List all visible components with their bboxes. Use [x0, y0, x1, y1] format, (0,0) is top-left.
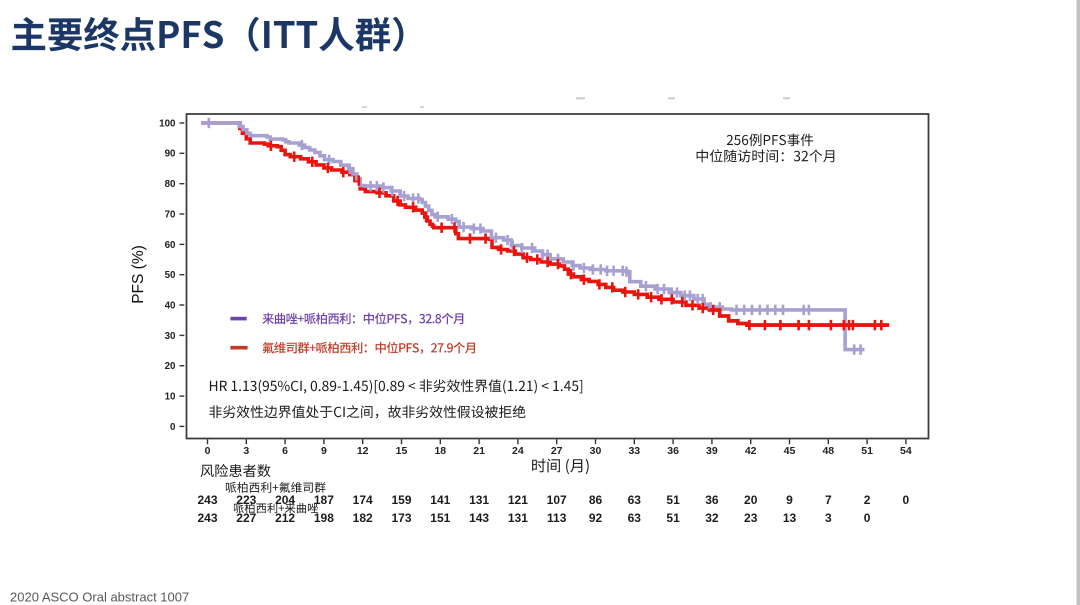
svg-text:70: 70 [165, 209, 176, 220]
svg-text:100: 100 [159, 118, 176, 129]
svg-text:3: 3 [243, 445, 249, 457]
svg-text:18: 18 [434, 445, 446, 457]
svg-text:10: 10 [165, 392, 176, 403]
svg-text:3: 3 [825, 511, 832, 525]
svg-text:30: 30 [590, 445, 602, 457]
svg-text:187: 187 [314, 493, 334, 507]
svg-text:45: 45 [784, 445, 796, 457]
svg-text:173: 173 [391, 511, 411, 525]
svg-text:6: 6 [282, 445, 288, 457]
svg-text:2: 2 [864, 493, 871, 507]
svg-text:159: 159 [391, 493, 411, 507]
svg-text:23: 23 [744, 511, 758, 525]
svg-text:36: 36 [705, 493, 719, 507]
svg-text:9: 9 [321, 445, 327, 457]
svg-text:223: 223 [236, 493, 256, 507]
svg-text:54: 54 [900, 445, 912, 457]
svg-text:40: 40 [165, 300, 176, 311]
svg-text:2020 ASCO Oral abstract 1007: 2020 ASCO Oral abstract 1007 [10, 590, 189, 605]
svg-text:151: 151 [430, 511, 450, 525]
svg-text:13: 13 [783, 511, 797, 525]
svg-text:113: 113 [547, 511, 567, 525]
svg-text:36: 36 [667, 445, 679, 457]
svg-text:107: 107 [547, 493, 567, 507]
svg-text:20: 20 [165, 361, 176, 372]
svg-text:0: 0 [864, 511, 871, 525]
svg-text:42: 42 [745, 445, 757, 457]
svg-text:30: 30 [165, 331, 176, 342]
svg-text:131: 131 [508, 511, 528, 525]
svg-text:27: 27 [551, 445, 563, 457]
svg-text:0: 0 [205, 445, 211, 457]
svg-text:48: 48 [822, 445, 834, 457]
svg-text:60: 60 [165, 240, 176, 251]
svg-text:204: 204 [275, 493, 295, 507]
svg-text:131: 131 [469, 493, 489, 507]
svg-text:0: 0 [903, 493, 910, 507]
svg-text:86: 86 [589, 493, 603, 507]
svg-text:90: 90 [165, 149, 176, 160]
svg-text:243: 243 [197, 493, 217, 507]
svg-text:243: 243 [197, 511, 217, 525]
svg-text:33: 33 [628, 445, 640, 457]
svg-text:20: 20 [744, 493, 758, 507]
svg-text:7: 7 [825, 493, 832, 507]
svg-text:15: 15 [396, 445, 408, 457]
svg-text:32: 32 [705, 511, 719, 525]
svg-text:121: 121 [508, 493, 528, 507]
svg-text:21: 21 [473, 445, 485, 457]
svg-text:80: 80 [165, 179, 176, 190]
svg-text:143: 143 [469, 511, 489, 525]
svg-text:12: 12 [357, 445, 369, 457]
svg-text:50: 50 [165, 270, 176, 281]
svg-text:51: 51 [666, 493, 680, 507]
svg-text:198: 198 [314, 511, 334, 525]
svg-text:0: 0 [170, 422, 176, 433]
svg-text:24: 24 [512, 445, 524, 457]
svg-text:51: 51 [666, 511, 680, 525]
svg-text:92: 92 [589, 511, 603, 525]
svg-text:63: 63 [628, 511, 642, 525]
svg-text:227: 227 [236, 511, 256, 525]
svg-text:174: 174 [353, 493, 373, 507]
svg-text:63: 63 [628, 493, 642, 507]
svg-text:PFS (%): PFS (%) [130, 245, 147, 304]
svg-text:9: 9 [786, 493, 793, 507]
svg-text:212: 212 [275, 511, 295, 525]
svg-text:141: 141 [430, 493, 450, 507]
svg-text:182: 182 [353, 511, 373, 525]
svg-text:39: 39 [706, 445, 718, 457]
svg-text:51: 51 [861, 445, 873, 457]
